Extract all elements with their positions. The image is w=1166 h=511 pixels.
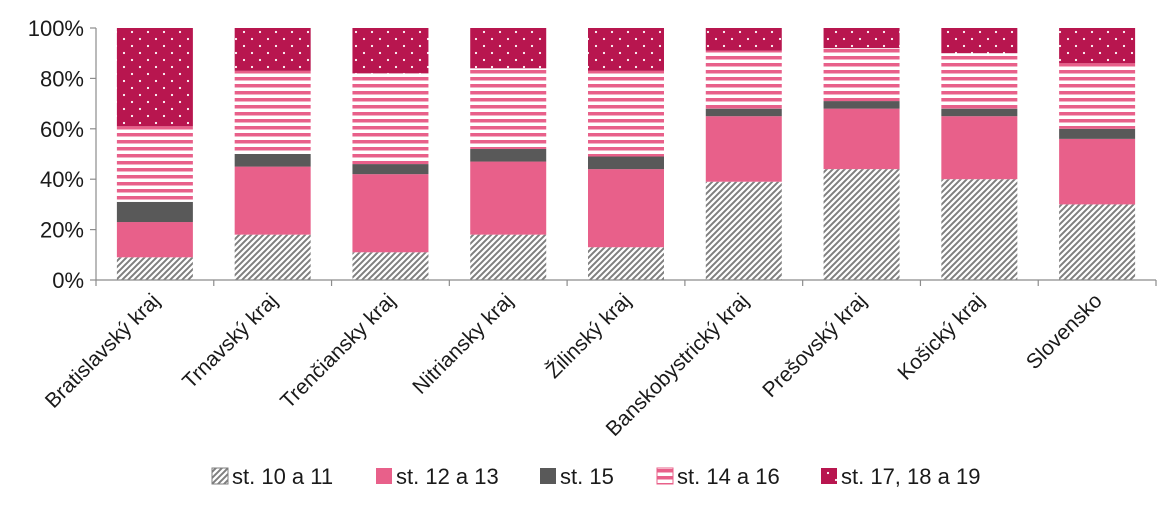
x-axis: Bratislavský kraj Trnavský krajTrenčiansk…: [41, 279, 1157, 441]
bar-presovsky-kraj-st-14-a-16: [823, 48, 900, 102]
category-label-trnavsky-kraj: Trnavský kraj: [178, 289, 282, 393]
legend-swatch-st-17-18-a-19: [821, 468, 837, 484]
bar-presovsky-kraj-st-15: [823, 101, 900, 109]
bar-nitriansky-kraj-st-14-a-16: [470, 68, 547, 149]
legend-label-st-15: st. 15: [560, 464, 614, 489]
category-label-slovensko: Slovensko: [1022, 289, 1107, 374]
bar-nitriansky-kraj-st-15: [470, 148, 547, 162]
legend-label-st-12-a-13: st. 12 a 13: [396, 464, 499, 489]
bar-trenciansky-kraj-st-15: [352, 164, 429, 175]
category-label-presovsky-kraj: Prešovský kraj: [758, 289, 871, 402]
category-label-zilinsky-kraj: Žilinský kraj: [542, 289, 636, 383]
bar-presovsky-kraj-st-12-a-13: [823, 108, 900, 170]
bar-banskobystricky-kraj-st-14-a-16: [705, 50, 782, 109]
bar-trnavsky-kraj-st-15: [234, 154, 311, 167]
bar-slovensko-st-10-a-11: [1059, 204, 1136, 280]
y-tick-label: 60%: [40, 117, 84, 142]
legend-label-st-17-18-a-19: st. 17, 18 a 19: [841, 464, 980, 489]
bar-nitriansky-kraj-st-17-18-a-19: [470, 28, 547, 69]
bar-banskobystricky-kraj-st-12-a-13: [705, 116, 782, 182]
y-axis: 0% 20% 40% 60% 80% 100%: [28, 16, 97, 293]
bar-trenciansky-kraj-st-10-a-11: [352, 252, 429, 280]
bar-kosicky-kraj-st-14-a-16: [941, 53, 1018, 109]
bar-trenciansky-kraj-st-12-a-13: [352, 174, 429, 253]
legend-swatch-st-14-a-16: [656, 467, 674, 485]
legend-label-st-10-a-11: st. 10 a 11: [232, 464, 333, 489]
bar-nitriansky-kraj-st-12-a-13: [470, 161, 547, 235]
bar-zilinsky-kraj-st-15: [588, 156, 664, 170]
legend-label-st-14-a-16: st. 14 a 16: [677, 464, 780, 489]
category-label-trenciansky-kraj: Trenčiansky kraj: [276, 289, 400, 413]
bar-bratislavsky-kraj-st-12-a-13: [116, 222, 193, 258]
bar-bratislavsky-kraj-st-17-18-a-19: [116, 28, 193, 127]
bar-kosicky-kraj-st-12-a-13: [941, 116, 1018, 180]
legend-swatch-st-12-a-13: [376, 468, 392, 484]
category-label-kosicky-kraj: Košický kraj: [893, 289, 988, 384]
bar-banskobystricky-kraj-st-10-a-11: [705, 181, 782, 280]
bar-bratislavsky-kraj-st-10-a-11: [116, 257, 193, 280]
y-tick-label: 80%: [40, 66, 84, 91]
bar-trnavsky-kraj-st-12-a-13: [234, 166, 311, 235]
legend-swatch-st-10-a-11: [211, 467, 229, 485]
legend-swatch-st-15: [540, 468, 556, 484]
bar-bratislavsky-kraj-st-15: [116, 201, 193, 223]
bar-kosicky-kraj-st-17-18-a-19: [941, 28, 1018, 54]
bar-trnavsky-kraj-st-17-18-a-19: [234, 28, 311, 71]
bar-trenciansky-kraj-st-14-a-16: [352, 73, 429, 165]
bar-zilinsky-kraj-st-17-18-a-19: [588, 28, 664, 71]
bar-bratislavsky-kraj-st-14-a-16: [116, 126, 193, 202]
y-tick-label: 40%: [40, 167, 84, 192]
y-tick-label: 100%: [28, 16, 84, 41]
bar-slovensko-st-12-a-13: [1059, 138, 1136, 205]
bar-banskobystricky-kraj-st-15: [705, 108, 782, 117]
bar-slovensko-st-15: [1059, 128, 1136, 139]
category-label-bratislavsky-kraj: Bratislavský kraj: [41, 289, 165, 413]
y-tick-label: 0%: [52, 268, 84, 293]
bar-nitriansky-kraj-st-10-a-11: [470, 234, 547, 280]
bar-presovsky-kraj-st-17-18-a-19: [823, 28, 900, 49]
bar-presovsky-kraj-st-10-a-11: [823, 169, 900, 280]
bar-zilinsky-kraj-st-12-a-13: [588, 169, 664, 248]
bar-trnavsky-kraj-st-10-a-11: [234, 234, 311, 280]
bar-kosicky-kraj-st-10-a-11: [941, 179, 1018, 280]
bar-zilinsky-kraj-st-14-a-16: [588, 70, 664, 157]
y-tick-label: 20%: [40, 218, 84, 243]
bar-trnavsky-kraj-st-14-a-16: [234, 70, 311, 154]
category-label-nitriansky-kraj: Nitriansky kraj: [408, 289, 518, 399]
bar-zilinsky-kraj-st-10-a-11: [588, 247, 664, 280]
bars: [116, 28, 1136, 280]
bar-slovensko-st-17-18-a-19: [1059, 28, 1136, 64]
legend: st. 10 a 11 st. 12 a 13 st. 15 st. 14 a 16 s…: [211, 464, 980, 489]
bar-banskobystricky-kraj-st-17-18-a-19: [705, 28, 782, 51]
bar-slovensko-st-14-a-16: [1059, 63, 1136, 129]
bar-kosicky-kraj-st-15: [941, 108, 1018, 117]
bar-trenciansky-kraj-st-17-18-a-19: [352, 28, 429, 74]
